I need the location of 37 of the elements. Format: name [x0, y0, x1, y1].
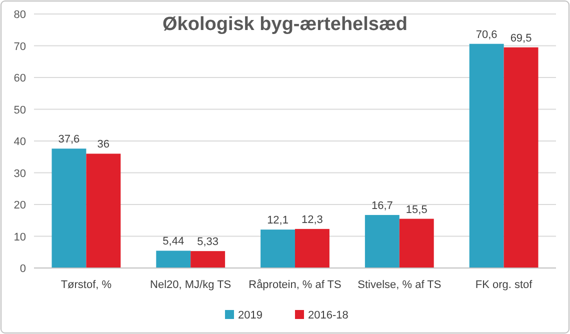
- y-tick-label: 50: [14, 104, 26, 116]
- x-tick-label: Nel20, MJ/kg TS: [150, 279, 232, 291]
- y-tick-label: 0: [20, 263, 26, 275]
- data-label: 5,33: [197, 236, 219, 248]
- bar: [469, 44, 504, 268]
- data-label: 70,6: [476, 28, 498, 41]
- bar: [52, 148, 86, 268]
- legend-label: 2016-18: [308, 310, 348, 322]
- x-tick-label: Råprotein, % af TS: [248, 279, 342, 291]
- x-tick-label: Tørstof, %: [60, 279, 112, 291]
- bar: [190, 251, 226, 268]
- bar: [295, 228, 330, 268]
- bar: [260, 230, 295, 268]
- bar: [399, 218, 434, 268]
- data-label: 12,1: [267, 214, 288, 227]
- data-label: 37,6: [58, 134, 80, 146]
- x-tick-label: Stivelse, % af TS: [358, 279, 442, 291]
- data-label: 12,3: [302, 214, 323, 226]
- y-tick-label: 70: [14, 40, 26, 53]
- y-tick-label: 30: [14, 168, 26, 180]
- y-tick-label: 10: [14, 231, 26, 244]
- y-tick-label: 80: [14, 9, 26, 21]
- y-tick-label: 60: [14, 72, 26, 84]
- y-tick-label: 40: [14, 136, 26, 148]
- bar: [504, 47, 538, 268]
- bar: [86, 154, 121, 268]
- x-tick-label: FK org. stof: [475, 279, 534, 291]
- bar: [364, 214, 400, 268]
- legend-label: 2019: [238, 310, 262, 322]
- data-label: 5,44: [162, 236, 184, 248]
- data-label: 36: [97, 138, 110, 151]
- data-label: 15,5: [406, 204, 428, 216]
- data-label: 16,7: [371, 200, 393, 212]
- data-label: 69,5: [510, 32, 532, 44]
- y-tick-label: 20: [14, 200, 26, 212]
- bar: [156, 250, 191, 268]
- chart-title: Økologisk byg-ærtehelsæd: [162, 14, 408, 35]
